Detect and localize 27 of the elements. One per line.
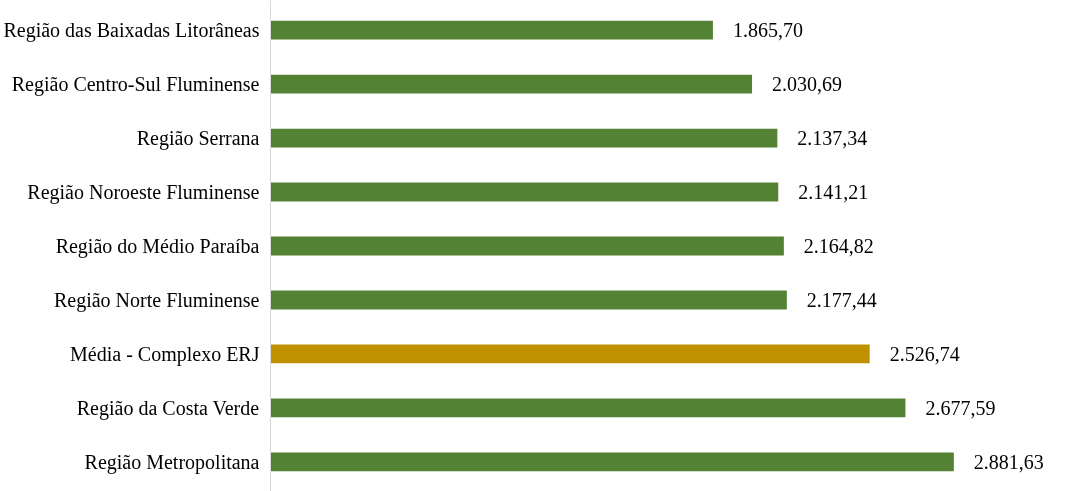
bar bbox=[270, 182, 779, 202]
data-label: 2.141,21 bbox=[798, 181, 869, 204]
bar bbox=[270, 398, 906, 418]
data-label: 2.677,59 bbox=[925, 396, 996, 419]
data-label: 2.881,63 bbox=[973, 450, 1044, 473]
bar bbox=[270, 128, 778, 148]
bar bbox=[270, 74, 753, 94]
bar bbox=[270, 452, 954, 472]
bar bbox=[270, 290, 787, 310]
data-label: 2.137,34 bbox=[797, 127, 868, 150]
y-tick-label: Região Serrana bbox=[136, 127, 260, 151]
y-tick-label: Região Norte Fluminense bbox=[53, 288, 260, 312]
bar bbox=[270, 344, 870, 364]
data-label: 2.164,82 bbox=[803, 235, 874, 257]
bar bbox=[270, 20, 713, 40]
y-tick-label: Média - Complexo ERJ bbox=[70, 342, 260, 366]
data-label: 2.177,44 bbox=[806, 288, 877, 311]
y-tick-label: Região Metropolitana bbox=[84, 450, 260, 474]
data-label: 1.865,70 bbox=[732, 19, 803, 42]
bar bbox=[270, 236, 784, 256]
y-tick-label: Região da Costa Verde bbox=[76, 396, 260, 420]
data-label: 2.526,74 bbox=[889, 342, 960, 365]
y-tick-label: Região das Baixadas Litorâneas bbox=[3, 19, 260, 43]
y-tick-label: Região Centro-Sul Fluminense bbox=[11, 73, 260, 97]
y-tick-label: Região do Médio Paraíba bbox=[55, 235, 260, 258]
y-tick-label: Região Noroeste Fluminense bbox=[27, 181, 260, 205]
data-label: 2.030,69 bbox=[772, 73, 843, 96]
